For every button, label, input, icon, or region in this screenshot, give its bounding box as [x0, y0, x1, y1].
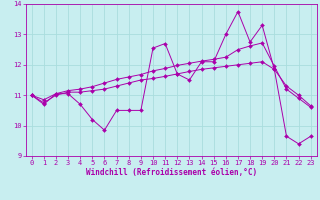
X-axis label: Windchill (Refroidissement éolien,°C): Windchill (Refroidissement éolien,°C)	[86, 168, 257, 177]
